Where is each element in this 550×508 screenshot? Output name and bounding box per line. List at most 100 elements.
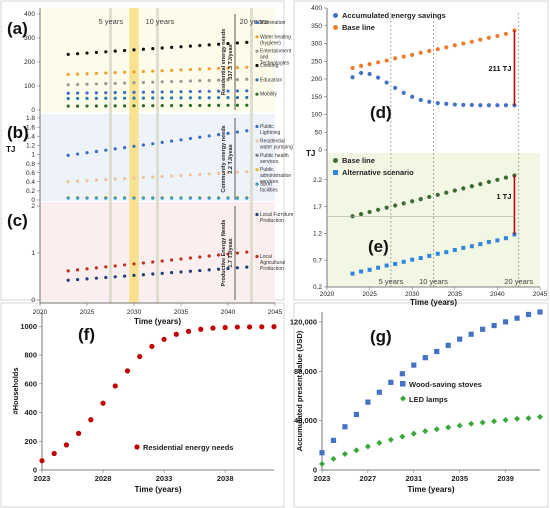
data-point [427,48,432,54]
data-point [433,426,440,433]
data-point [132,144,136,148]
data-point [525,415,532,422]
data-point [188,173,192,177]
data-point [85,151,89,155]
data-point [435,47,440,52]
data-point [188,196,192,200]
y-tick-label: 0.2 [313,284,322,291]
data-point [434,348,440,355]
x-tick-label: 2031 [405,474,422,483]
data-point [151,175,155,179]
data-point [76,104,80,108]
y-tick-label: 0 [31,197,35,204]
data-point [514,415,521,422]
data-point [235,130,239,134]
data-point [51,450,57,457]
data-point [151,90,155,94]
data-point [217,89,221,93]
data-point [217,66,221,71]
legend-marker [333,25,338,30]
data-point [188,96,192,100]
data-point [66,91,70,95]
data-point [76,179,80,183]
y-tick-label: 0.2 [26,188,35,195]
data-point [235,251,239,255]
data-point [104,196,108,200]
data-point [149,343,155,350]
data-point [188,79,192,83]
data-point [76,268,80,272]
data-point [207,254,211,258]
data-point [66,52,70,56]
data-point [104,82,108,86]
data-point [66,269,70,273]
data-point [94,178,98,182]
data-point [435,192,440,197]
data-point [113,90,117,95]
data-point [245,129,249,133]
data-point [179,68,183,72]
data-point [94,82,98,86]
data-point [112,383,118,389]
data-point [376,265,381,270]
x-tick-label: 2045 [533,291,548,298]
data-point [132,96,136,100]
data-point [537,413,543,420]
data-point [151,80,155,84]
data-point [141,196,145,200]
data-point [198,326,204,332]
data-point [245,89,249,93]
x-tick-label: 2020 [320,291,335,298]
data-point [179,45,183,49]
data-point [104,104,108,108]
data-point [94,91,98,95]
data-point [478,37,483,42]
legend-marker [255,182,259,186]
data-point [486,239,491,244]
data-point [160,90,164,94]
data-point [198,103,202,108]
data-point [104,265,108,269]
data-point [160,104,164,108]
data-point [94,50,98,55]
data-point [217,96,221,100]
data-point [427,253,432,258]
data-point [207,78,211,83]
data-point [367,71,372,77]
data-point [388,379,394,385]
data-point [76,152,80,156]
data-point [76,72,80,76]
y-tick-label: 0 [31,297,35,304]
data-point [226,252,230,256]
data-point [259,324,265,330]
y-tick-label: 400 [24,11,35,18]
legend-marker [255,49,259,53]
data-point [235,170,239,174]
data-point [410,257,415,262]
data-point [226,131,230,135]
data-point [198,79,202,83]
y-tick-label: 40,000 [294,416,317,425]
data-point [173,331,179,337]
x-tick-label: 2038 [217,474,234,483]
data-point [188,269,192,273]
data-point [170,271,174,275]
annotation-text: Community energy needs [221,125,227,192]
data-point [188,89,192,94]
data-point [330,437,337,443]
legend-label: Residential [260,138,285,144]
y-tick-label: 50 [315,129,323,136]
year-marker-band [109,8,112,303]
data-point [85,51,89,55]
x-tick-label: 2035 [451,474,468,483]
data-point [468,420,475,427]
data-point [66,180,70,184]
data-point [179,103,183,108]
legend-marker [333,13,338,18]
data-point [85,104,89,108]
data-point [76,96,80,101]
data-point [160,196,164,200]
data-point [217,78,221,82]
x-tick-label: 2030 [127,309,142,316]
subpanel-label: (a) [7,19,28,38]
